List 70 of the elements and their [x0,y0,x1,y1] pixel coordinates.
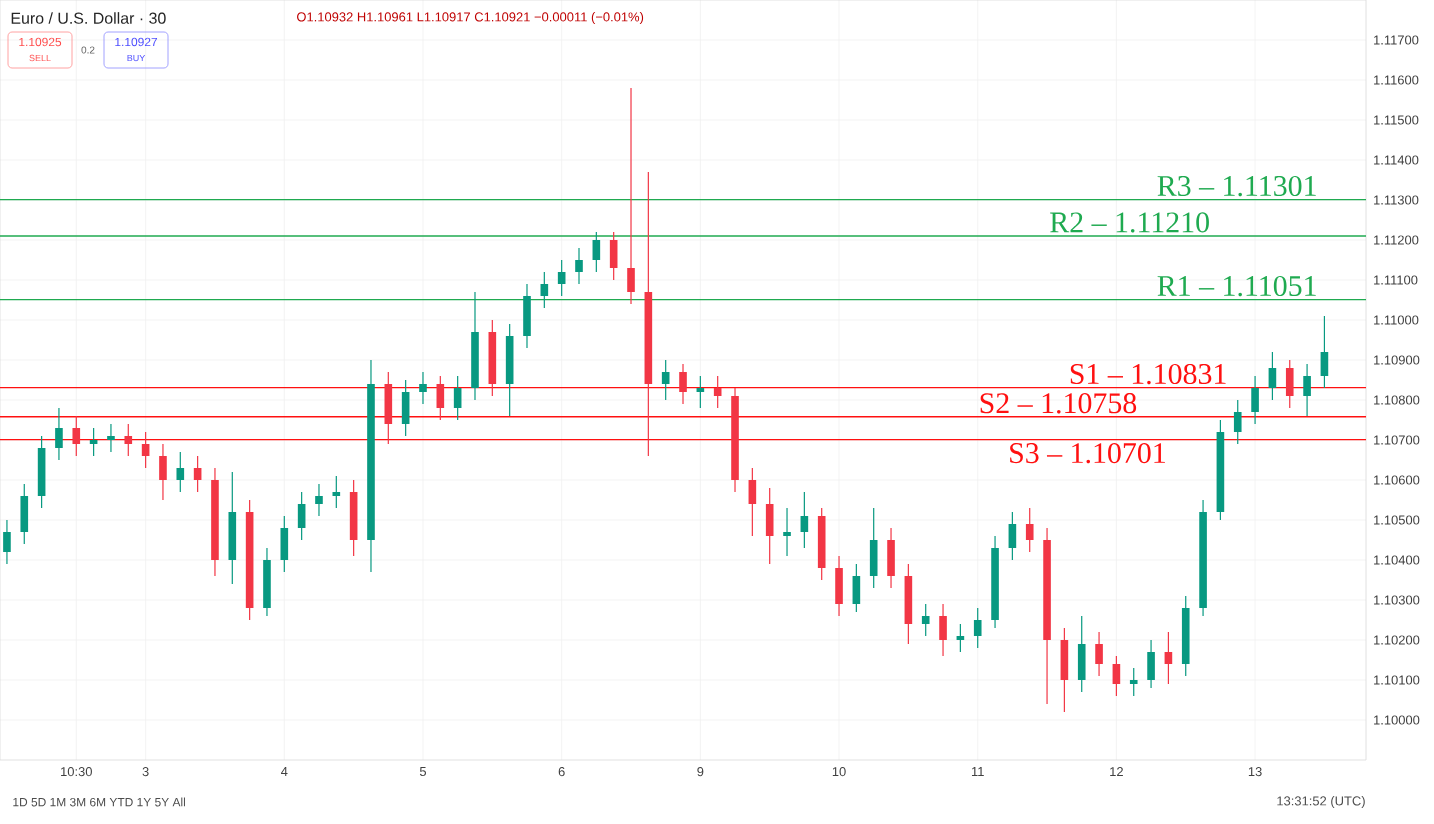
candlestick [176,451,185,493]
candlestick [627,87,635,305]
candlestick [783,507,791,557]
candlestick [835,555,843,617]
ref-line-label: R1 – 1.11051 [1157,275,1316,297]
candlestick [800,491,809,549]
candlestick [280,515,289,573]
candlestick [419,371,427,405]
candlestick [1233,399,1242,445]
candlestick [592,231,601,273]
candlestick [107,423,115,453]
candlestick [1147,639,1155,689]
candlestick [37,435,46,509]
candlestick [1112,655,1121,697]
candlestick [661,359,670,401]
candlestick [193,455,202,493]
candlestick [887,527,895,589]
candlestick [453,375,462,421]
candlestick [540,271,549,309]
candlestick [1008,511,1017,561]
candlestick [1077,615,1086,693]
candlestick [1251,375,1259,425]
candlestick [1285,359,1294,409]
candlestick [939,603,947,657]
ref-line-label: S3 – 1.10701 [1010,443,1165,464]
ref-line-label: R3 – 1.11301 [1157,175,1316,197]
candlestick [1303,363,1311,417]
candlestick [263,547,271,617]
candlestick [1060,627,1069,713]
candlestick [1095,631,1103,677]
candlestick [765,487,774,565]
candlestick [1320,315,1329,389]
ref-line-label: R2 – 1.11210 [1050,212,1209,233]
candlestick [1164,631,1173,685]
candlestick [297,491,306,541]
ref-line-label: S1 – 1.10831 [1070,363,1226,385]
candlestick [20,483,29,545]
candlestick [505,323,514,417]
candlestick [159,443,167,501]
candlestick [696,375,705,409]
candlestick [315,483,323,517]
candlestick [557,259,566,297]
candlestick [228,471,237,585]
candlestick [384,371,393,445]
candlestick [523,283,531,349]
candlestick [575,247,583,285]
candlestick [1268,351,1277,401]
candlestick [401,379,410,437]
candlestick [609,231,618,281]
candlestick [956,623,965,653]
candlestick [713,375,722,409]
candlestick [1025,507,1034,553]
candlestick [3,519,11,565]
candlestick [748,467,757,537]
candlestick [921,603,930,637]
candlestick [852,563,861,613]
ref-line-label: S2 – 1.10758 [980,393,1137,414]
candlestick [436,375,445,421]
candlestick [124,423,133,457]
candlestick [349,479,358,557]
candlestick [55,407,63,461]
candlestick [904,563,913,645]
candlestick [141,431,150,469]
candlestick [973,607,982,649]
candlestick [869,507,878,589]
candlestick [89,427,98,457]
candlestick [1129,667,1138,697]
candlestick [72,415,81,457]
candlestick [332,475,341,509]
candlestick [679,363,687,405]
